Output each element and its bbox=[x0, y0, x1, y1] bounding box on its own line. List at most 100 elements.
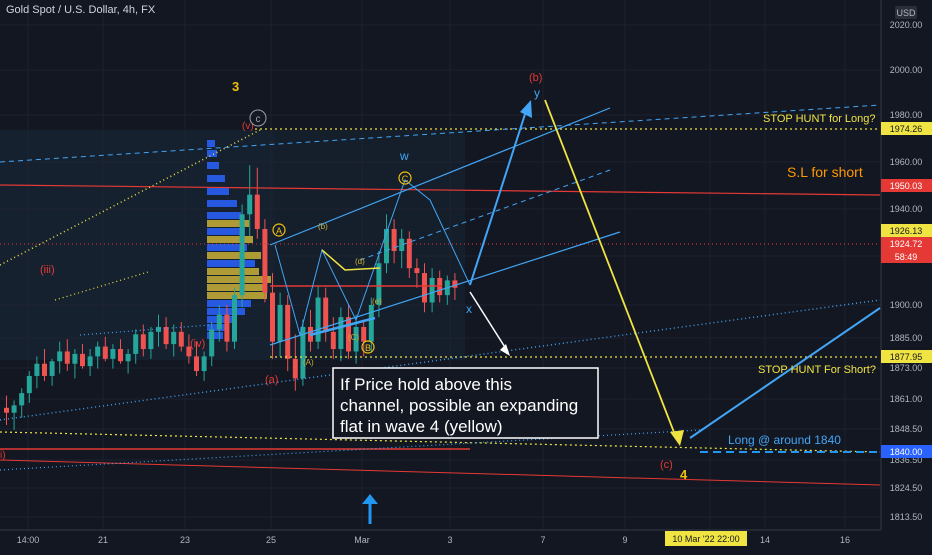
wave-y-label: y bbox=[534, 86, 540, 100]
candle-body-27 bbox=[209, 329, 215, 357]
volume-profile-bar-7 bbox=[207, 220, 249, 227]
x-tick-label-6: 7 bbox=[540, 535, 545, 545]
candle-body-19 bbox=[148, 331, 154, 350]
y-tick-label-4: 1940.00 bbox=[890, 204, 923, 214]
y-tick-label-3: 1960.00 bbox=[890, 157, 923, 167]
wave-A-label: A bbox=[276, 226, 282, 236]
time-axis-bg bbox=[0, 530, 932, 550]
x-tick-label-2: 23 bbox=[180, 535, 190, 545]
candles bbox=[4, 165, 458, 430]
blue-up-arrow bbox=[469, 107, 528, 286]
currency-label: USD bbox=[896, 8, 916, 18]
wave3-dotted-line bbox=[0, 129, 261, 266]
wave-4-label: 4 bbox=[680, 467, 688, 482]
candle-body-52 bbox=[399, 238, 405, 252]
candle-body-22 bbox=[171, 331, 177, 345]
y-tick-label-9: 1848.50 bbox=[890, 424, 923, 434]
wave-a-label: (a) bbox=[265, 374, 278, 386]
long-projection-line bbox=[689, 307, 881, 439]
price-axis-bg bbox=[881, 0, 932, 550]
volume-profile-bar-6 bbox=[207, 212, 241, 219]
y-tick-label-12: 1813.50 bbox=[890, 512, 923, 522]
candle-body-55 bbox=[422, 273, 427, 303]
white-down-arrowhead bbox=[500, 344, 510, 356]
y-tick-label-5: 1900.00 bbox=[890, 300, 923, 310]
candle-body-51 bbox=[391, 228, 397, 252]
long-target-text: Long @ around 1840 bbox=[728, 433, 841, 447]
candle-body-9 bbox=[72, 353, 78, 364]
drawings bbox=[0, 99, 881, 524]
upper-channel-dashed bbox=[0, 104, 881, 163]
candle-body-23 bbox=[178, 331, 184, 347]
volume-profile-bar-11 bbox=[207, 252, 261, 259]
y-tick-label-11: 1824.50 bbox=[890, 483, 923, 493]
note-line-2: channel, possible an expanding bbox=[340, 396, 578, 415]
tag-stop-hunt-long: 1974.26 bbox=[890, 124, 923, 134]
candle-body-28 bbox=[216, 314, 222, 330]
wave-i-label: i) bbox=[0, 450, 6, 461]
x-tick-label-3: 25 bbox=[266, 535, 276, 545]
candle-body-54 bbox=[414, 268, 420, 274]
candle-body-37 bbox=[285, 304, 291, 359]
candle-body-0 bbox=[4, 407, 9, 413]
candle-body-26 bbox=[201, 356, 207, 372]
tag-countdown: 58:49 bbox=[895, 252, 918, 262]
candle-body-25 bbox=[194, 356, 199, 372]
volume-profile-bar-14 bbox=[207, 276, 271, 283]
candle-body-33 bbox=[254, 194, 260, 229]
volume-profile-bar-18 bbox=[207, 308, 245, 315]
wave-c-circle bbox=[249, 109, 267, 127]
y-tick-label-7: 1873.00 bbox=[890, 363, 923, 373]
candle-body-16 bbox=[125, 353, 131, 362]
volume-profile-bar-4 bbox=[207, 188, 229, 195]
b-triangle bbox=[321, 249, 381, 271]
tag-stop-hunt-long-bg bbox=[881, 122, 932, 135]
volume-profile-bar-5 bbox=[207, 200, 237, 207]
currency-badge bbox=[895, 6, 917, 19]
tag-sl-short: 1950.03 bbox=[890, 181, 923, 191]
chart-title: Gold Spot / U.S. Dollar, 4h, FX bbox=[6, 4, 156, 16]
candle-body-15 bbox=[118, 349, 123, 362]
candle-body-7 bbox=[57, 351, 63, 362]
tag-long-target-bg bbox=[881, 445, 932, 458]
wave-labels: 3 (iii) (iv) (v)c (a) (b) y w x (c) 4 i) A B C (b) (d) (A… bbox=[0, 72, 876, 482]
candle-body-5 bbox=[42, 363, 47, 376]
wave-x-label: x bbox=[466, 302, 472, 316]
candle-body-56 bbox=[429, 277, 435, 303]
candle-body-43 bbox=[330, 331, 336, 350]
volume-profile-bar-13 bbox=[207, 268, 259, 275]
candle-body-38 bbox=[292, 358, 298, 379]
candle-body-3 bbox=[26, 375, 32, 394]
tag-last-price: 1924.72 bbox=[890, 239, 923, 249]
yellow-down-arrow bbox=[544, 99, 678, 441]
candle-body-30 bbox=[232, 295, 237, 342]
lower-red-line bbox=[0, 459, 881, 486]
y-tick-label-0: 2020.00 bbox=[890, 20, 923, 30]
wave-B-label: B bbox=[365, 343, 371, 353]
sub-d-label: (d) bbox=[355, 257, 365, 266]
tag-last-price-bg bbox=[881, 237, 932, 250]
cursor-time-label: 10 Mar '22 22:00 bbox=[672, 534, 739, 544]
volume-profile-bar-8 bbox=[207, 228, 245, 235]
volume-profile-bar-21 bbox=[207, 332, 223, 339]
flat-base-line bbox=[309, 316, 376, 337]
candle-body-4 bbox=[34, 363, 40, 376]
candle-body-49 bbox=[376, 263, 382, 305]
wave-iii-label: (iii) bbox=[40, 264, 55, 276]
tag-price-a: 1926.13 bbox=[890, 226, 923, 236]
wave-c-circle-label: c bbox=[256, 114, 261, 125]
candle-body-47 bbox=[361, 326, 367, 342]
y-tick-label-2: 1980.00 bbox=[890, 110, 923, 120]
sub-a-label: (A) bbox=[303, 358, 314, 367]
wave-v-label: (v) bbox=[242, 121, 254, 132]
blue-marker-arrowhead bbox=[362, 494, 378, 504]
sl-short-line bbox=[0, 184, 881, 196]
candle-body-20 bbox=[156, 326, 161, 332]
x-tick-label-4: Mar bbox=[354, 535, 370, 545]
x-tick-label-9: 16 bbox=[840, 535, 850, 545]
sub-b-label: (b) bbox=[318, 222, 328, 231]
candle-body-53 bbox=[406, 238, 412, 269]
tag-stop-hunt-short-bg bbox=[881, 350, 932, 363]
